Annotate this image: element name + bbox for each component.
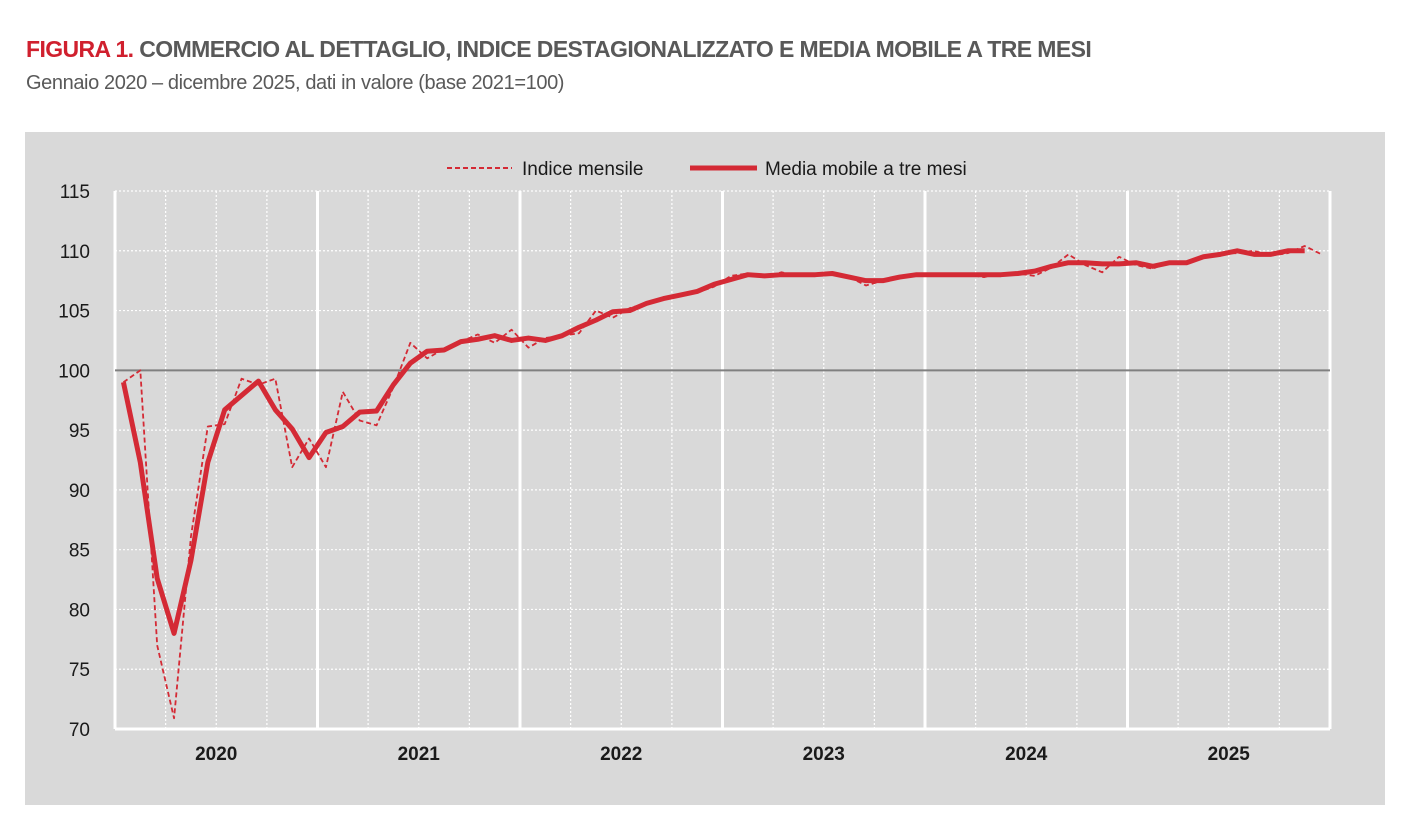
y-axis: 70 75 80 85 90 95 100 105 110 115 [58,182,90,741]
title-text: COMMERCIO AL DETTAGLIO, INDICE DESTAGION… [139,36,1092,62]
figure-label: FIGURA 1. [26,36,134,62]
y-tick-label: 100 [58,361,90,382]
x-axis: 2020 2021 2022 2023 2024 2025 [195,744,1250,765]
chart-subtitle: Gennaio 2020 – dicembre 2025, dati in va… [26,72,565,94]
series-lines [120,245,1322,720]
x-tick-label: 2023 [803,744,845,765]
x-tick-label: 2022 [600,744,642,765]
y-tick-label: 115 [60,182,90,203]
y-tick-label: 105 [58,302,90,323]
legend-label-indice: Indice mensile [522,159,643,180]
chart-title: FIGURA 1. COMMERCIO AL DETTAGLIO, INDICE… [26,36,1092,63]
y-tick-label: 110 [60,242,90,263]
x-tick-label: 2025 [1208,744,1251,765]
y-tick-label: 80 [69,600,90,621]
legend-label-media: Media mobile a tre mesi [765,159,967,180]
x-tick-label: 2020 [195,744,237,765]
y-tick-label: 90 [69,481,90,502]
y-tick-label: 95 [69,421,90,442]
y-tick-label: 70 [69,720,90,741]
x-tick-label: 2021 [398,744,441,765]
y-tick-label: 75 [69,660,90,681]
chart-background [25,132,1385,805]
legend: Indice mensile Media mobile a tre mesi [447,159,967,180]
y-tick-label: 85 [69,541,90,562]
x-tick-label: 2024 [1005,744,1048,765]
